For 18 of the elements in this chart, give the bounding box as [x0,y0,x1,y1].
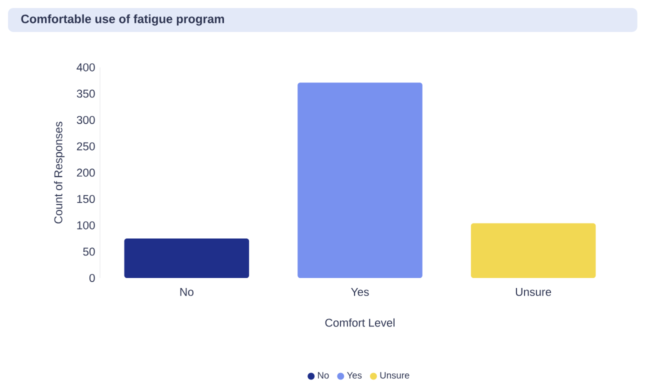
x-tick-label: Unsure [516,288,552,296]
y-tick-label: 50 [83,248,95,256]
y-tick-label: 350 [76,90,95,98]
y-tick-label: 400 [76,63,95,72]
y-tick-label: 200 [76,168,95,177]
y-tick-label: 250 [76,142,95,150]
x-tick-label: Yes [351,288,369,296]
y-tick-label: 300 [76,116,95,124]
legend-label: No [318,372,329,379]
x-tick-label: No [180,288,194,296]
y-tick-label: 150 [77,194,95,203]
y-axis-title: Count of Responses [54,122,65,224]
x-axis-title: Comfort Level [325,318,394,327]
legend-label: Unsure [380,372,410,379]
y-tick-label: 0 [89,274,95,282]
legend-label: Yes [346,372,362,379]
chart-title: Comfortable use of fatigue program [21,14,224,26]
y-tick-label: 100 [77,221,95,230]
